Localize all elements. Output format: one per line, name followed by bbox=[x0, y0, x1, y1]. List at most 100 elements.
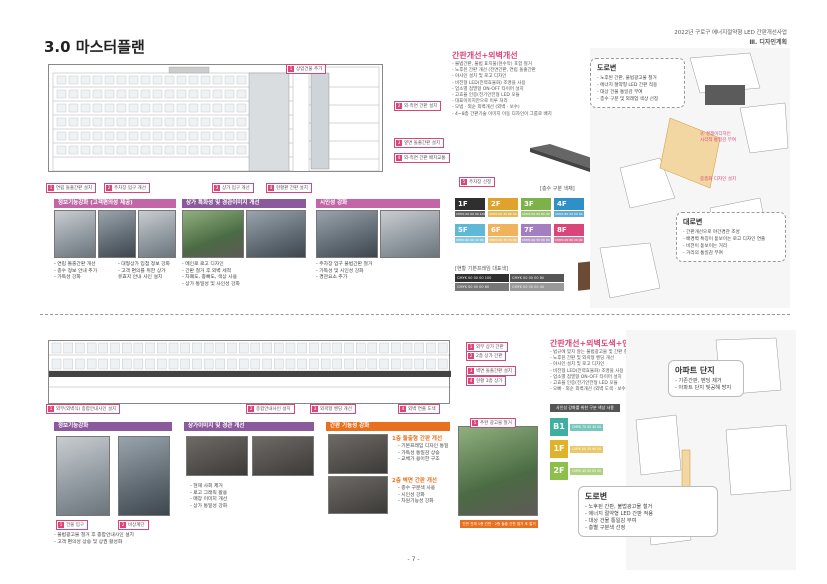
top-floor-swatch-7F: 7F CMYK 40 50 00 00 bbox=[521, 224, 551, 243]
window bbox=[224, 89, 235, 99]
window bbox=[188, 89, 199, 99]
bottom-pink-bullets: - 법규에 맞지 않는 불법광고물 및 간판 철거 - 노후된 간판 및 외곽형… bbox=[550, 350, 633, 393]
bottom-bottom-tag-4: 4 외벽 연출 도색 bbox=[398, 404, 440, 414]
top-cat1-photo-2 bbox=[98, 210, 136, 258]
bottom-cat1-bar: 정보기능강화 bbox=[54, 422, 172, 431]
window bbox=[437, 358, 448, 370]
window bbox=[128, 89, 139, 99]
window bbox=[133, 342, 144, 354]
top-pink-title: 간판개선+외벽개선 bbox=[452, 51, 518, 60]
window bbox=[426, 358, 436, 370]
bottom-cat3-group1-title: 1층 돌출형 간판 개선 bbox=[392, 436, 443, 442]
window bbox=[152, 145, 163, 155]
section-label: Ⅲ. 디자인계획 bbox=[749, 39, 787, 46]
floor-label: 4F bbox=[554, 198, 584, 210]
floor-label: 5F bbox=[455, 224, 485, 236]
window bbox=[98, 358, 108, 370]
window bbox=[80, 103, 91, 113]
apt-callout: 아파트 단지 - 기존간판, 벤딩 제거 - 아파트 단지 빛공해 방지 bbox=[668, 360, 744, 397]
window bbox=[250, 358, 261, 370]
window bbox=[212, 117, 223, 127]
window bbox=[56, 103, 67, 113]
bottom-cat2-bar: 상가이미지 및 경관 개선 bbox=[184, 422, 314, 431]
window bbox=[402, 358, 413, 370]
floor-code: CMYK 40 50 00 00 bbox=[521, 237, 551, 243]
window bbox=[80, 145, 91, 155]
top-inner-callout: 대로변 - 간판개선으로 야간경관 조성 - 배경벽 특징이 돋보이는 로고 디… bbox=[676, 212, 786, 262]
window bbox=[140, 89, 151, 99]
window bbox=[224, 145, 235, 155]
top-pink-bullets: - 불법간판, 불법 표지물(현수막) 포함 철거 - 노후된 간판 개선 (전… bbox=[452, 62, 552, 117]
window bbox=[92, 117, 103, 127]
window bbox=[224, 103, 235, 113]
window bbox=[145, 358, 155, 370]
window bbox=[176, 131, 187, 141]
window bbox=[297, 358, 307, 370]
window bbox=[116, 145, 127, 155]
window bbox=[152, 131, 163, 141]
window bbox=[176, 75, 187, 85]
top-cat1-bullets: - 연립 돌출간판 개선 - 층수 정보 안내 추가 - 가독성 강화 bbox=[54, 262, 98, 280]
window bbox=[104, 117, 115, 127]
floor-code: CMYK 70 00 40 00 bbox=[570, 423, 604, 431]
window bbox=[200, 75, 211, 85]
window bbox=[212, 89, 223, 99]
window bbox=[391, 342, 401, 354]
floor-label: 8F bbox=[554, 224, 584, 236]
bottom-floor-swatches: B1 CMYK 70 00 40 00 1F CMYK 00 30 90 00 2F CM… bbox=[550, 418, 620, 488]
window bbox=[56, 89, 67, 99]
window bbox=[274, 342, 284, 354]
window bbox=[192, 358, 202, 370]
window bbox=[68, 131, 79, 141]
window bbox=[75, 358, 85, 370]
window bbox=[86, 358, 97, 370]
top-cat1-photo-1 bbox=[54, 210, 96, 258]
window bbox=[426, 342, 436, 354]
window bbox=[236, 89, 247, 99]
floor-label: 2F bbox=[488, 198, 518, 210]
bottom-cat3-group1: - 기본프레임 디자인 통일 - 가독성 통일감 상승 - 교체가 용이한 구조 bbox=[398, 444, 449, 462]
window bbox=[164, 145, 175, 155]
window bbox=[356, 342, 366, 354]
window bbox=[356, 358, 366, 370]
window bbox=[262, 358, 272, 370]
window bbox=[320, 342, 331, 354]
window bbox=[332, 358, 342, 370]
window bbox=[133, 358, 144, 370]
bottom-cat1-bullets: - 불법광고물 철거 후 종합안내사인 설치 - 고객 편의성 상승 및 상권 … bbox=[54, 533, 134, 545]
floor-code: CMYK 00 30 90 00 bbox=[570, 445, 604, 453]
window bbox=[116, 89, 127, 99]
window bbox=[140, 117, 151, 127]
floor-label: 7F bbox=[521, 224, 551, 236]
floor-code: CMYK 80 20 00 00 bbox=[554, 211, 584, 217]
window bbox=[128, 75, 139, 85]
top-cat3-photo-2 bbox=[380, 210, 440, 258]
window bbox=[200, 89, 211, 99]
window bbox=[80, 117, 91, 127]
window bbox=[63, 358, 73, 370]
top-map-photo bbox=[705, 85, 745, 105]
window bbox=[122, 342, 132, 354]
std-swatch-2: CMYK 00 00 00 80 bbox=[510, 274, 564, 282]
window bbox=[68, 89, 79, 99]
window bbox=[152, 75, 163, 85]
window bbox=[75, 342, 85, 354]
floor-label: 2F bbox=[550, 462, 568, 480]
top-floor-swatch-5F: 5F CMYK 60 00 10 00 bbox=[455, 224, 485, 243]
window bbox=[320, 358, 331, 370]
window bbox=[200, 145, 211, 155]
page-title: 3.0 마스터플랜 bbox=[44, 38, 145, 56]
floor-code: CMYK 45 00 85 00 bbox=[570, 467, 604, 475]
window bbox=[414, 358, 424, 370]
top-bottom-tag-3: 3 상가 입구 개선 bbox=[212, 183, 254, 193]
window bbox=[104, 89, 115, 99]
top-cat3-bar: 시인성 강화 bbox=[316, 199, 440, 208]
window bbox=[128, 145, 139, 155]
bottom-bottom-tag-1: 1 외부(외벽식) 종합안내사인 설치 bbox=[46, 404, 121, 414]
window bbox=[104, 131, 115, 141]
map-label-1: Ⓐ 경쟁이디자인 시각적 통일감 부여 bbox=[700, 132, 736, 143]
bottom-cat1-photo-1 bbox=[56, 436, 110, 516]
section-divider bbox=[40, 314, 790, 315]
window bbox=[200, 131, 211, 141]
window bbox=[110, 358, 120, 370]
